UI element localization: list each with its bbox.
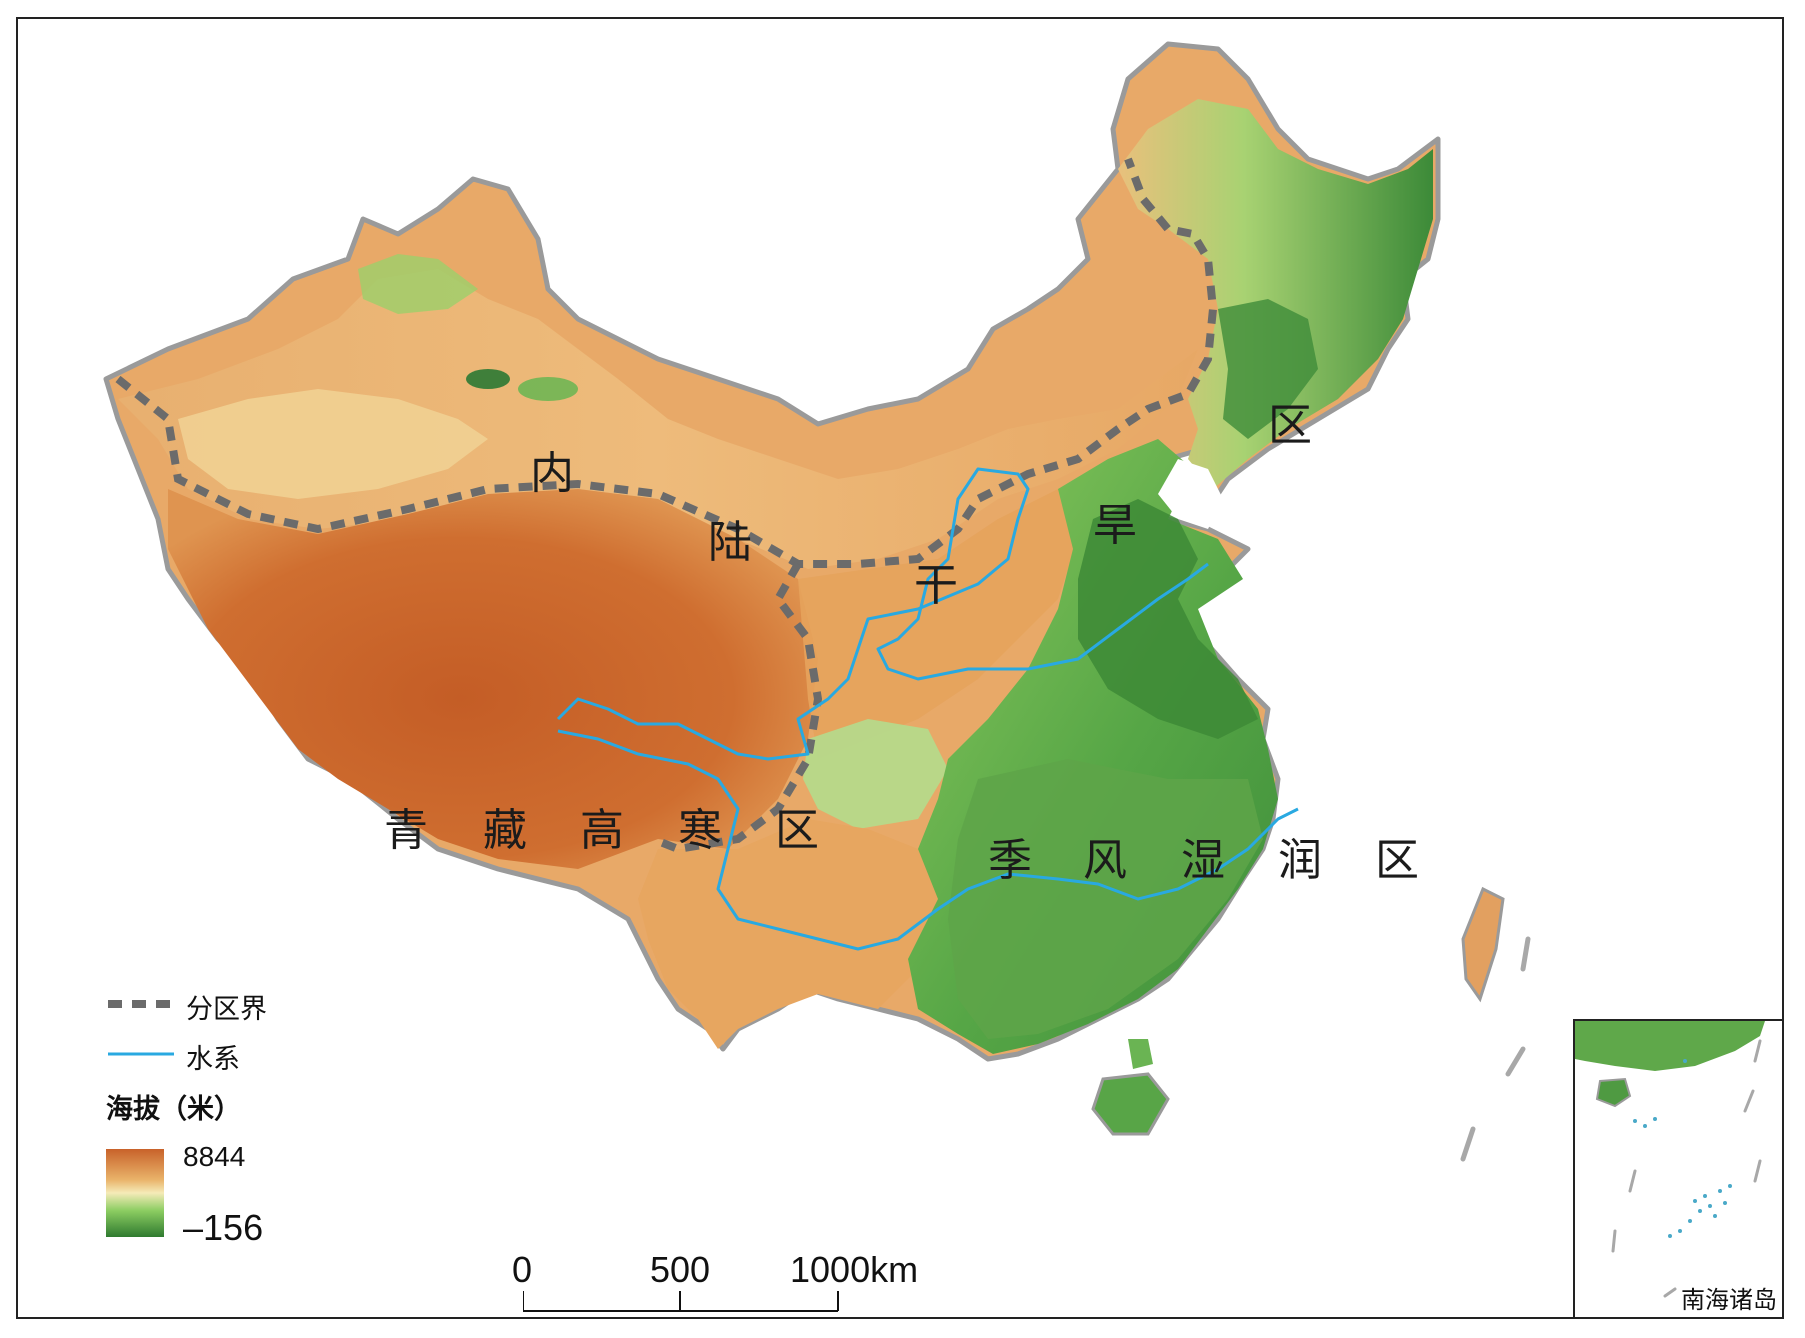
map-frame: 内 陆 干 旱 区 青 藏 高 寒 区 季 风 湿 润 区 分区界 水系 海拔（… xyxy=(16,17,1784,1319)
hainan-island xyxy=(1091,1072,1170,1136)
label-inland-arid-char-4: 旱 xyxy=(1093,500,1137,551)
junggar-green xyxy=(358,254,478,314)
label-inland-arid-char-1: 内 xyxy=(530,448,574,499)
boundary-qinghai-tibet xyxy=(656,562,823,854)
northeast-plain xyxy=(1218,299,1318,439)
basin-green-patch xyxy=(518,377,578,401)
label-monsoon-char-5: 区 xyxy=(1375,835,1419,886)
river-system xyxy=(556,467,1299,951)
northwest-basin xyxy=(118,269,1198,569)
legend-elevation-title: 海拔（米） xyxy=(106,1094,241,1125)
tibetan-plateau xyxy=(168,489,818,869)
inset-islands xyxy=(1633,1059,1732,1238)
sichuan-basin xyxy=(803,719,948,829)
maritime-boundary-dashes xyxy=(1460,936,1531,1162)
label-inland-arid-char-3: 干 xyxy=(914,560,958,611)
inset-map xyxy=(1575,1021,1765,1298)
turpan-depression xyxy=(466,369,510,389)
north-china-plain xyxy=(1078,499,1258,739)
boundary-legend-symbol xyxy=(108,1000,174,1008)
bohai-sea xyxy=(1158,459,1223,529)
legend-boundary-label: 分区界 xyxy=(186,994,267,1025)
label-qinghai-tibet-char-5: 区 xyxy=(775,805,819,856)
southern-hills xyxy=(948,759,1263,1039)
legend-elevation-max: 8844 xyxy=(183,1141,246,1172)
boundary-inland-arid xyxy=(115,157,1218,568)
inset-dash-line xyxy=(1611,1039,1762,1298)
terrain-map xyxy=(103,41,1531,1162)
label-qinghai-tibet-char-3: 高 xyxy=(580,805,624,856)
leizhou-peninsula xyxy=(1128,1039,1153,1069)
elevation-gradient-bar xyxy=(106,1149,164,1237)
label-inland-arid-char-2: 陆 xyxy=(708,517,752,568)
legend-river-label: 水系 xyxy=(186,1044,240,1075)
taiwan-island xyxy=(1461,886,1505,1003)
scale-tick-500: 500 xyxy=(650,1249,711,1290)
scale-bar-line xyxy=(523,1291,839,1312)
label-qinghai-tibet-char-1: 青 xyxy=(384,805,428,856)
yangtze-river xyxy=(557,729,1299,951)
label-inland-arid-char-5: 区 xyxy=(1268,400,1312,451)
label-qinghai-tibet-char-2: 藏 xyxy=(483,805,527,856)
label-monsoon-char-2: 风 xyxy=(1083,835,1127,886)
south-china-sea-inset: 南海诸岛 xyxy=(1573,1019,1782,1317)
river-legend-symbol xyxy=(108,1052,174,1056)
inset-coastline xyxy=(1575,1021,1765,1071)
tarim-desert xyxy=(178,389,488,499)
label-qinghai-tibet-char-4: 寒 xyxy=(678,805,722,856)
scale-tick-1000km: 1000km xyxy=(790,1249,919,1290)
northeast-region xyxy=(1118,99,1433,489)
inset-hainan xyxy=(1595,1077,1632,1108)
scale-tick-0: 0 xyxy=(512,1249,533,1290)
legend-elevation-min: –156 xyxy=(183,1207,264,1248)
inset-label: 南海诸岛 xyxy=(1681,1286,1777,1314)
yellow-river xyxy=(556,467,1209,761)
label-monsoon-char-1: 季 xyxy=(988,835,1032,886)
label-monsoon-char-3: 湿 xyxy=(1181,835,1225,886)
label-monsoon-char-4: 润 xyxy=(1278,835,1322,886)
